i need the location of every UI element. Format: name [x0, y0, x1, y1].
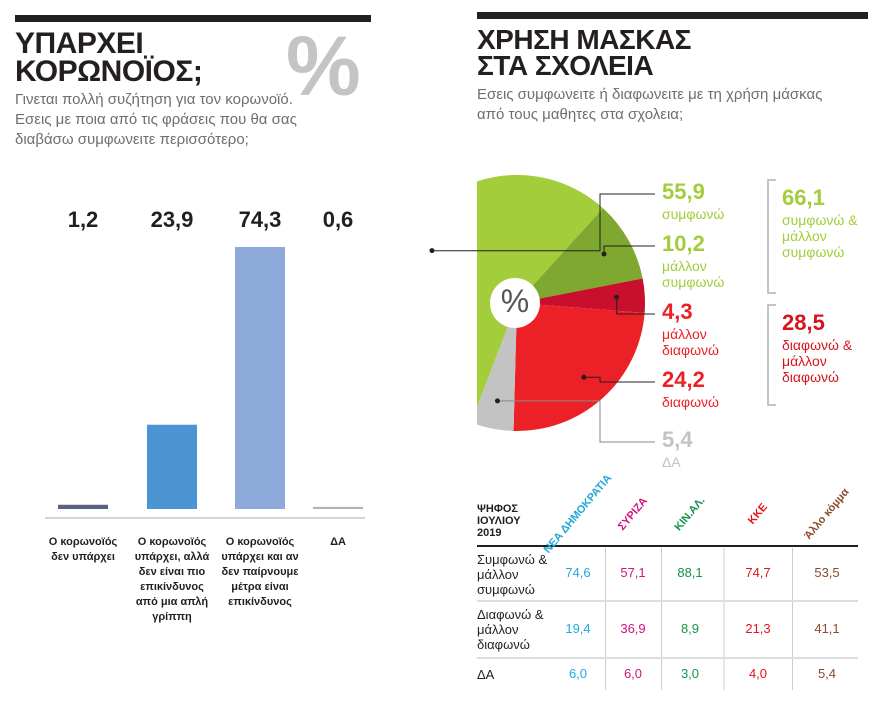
leader-dot — [601, 251, 607, 257]
legend-label: συμφωνώ — [662, 206, 725, 222]
leader-dot — [429, 248, 435, 254]
group-bracket — [767, 179, 776, 294]
leader-line — [497, 400, 655, 443]
leader-line — [583, 376, 655, 383]
center-label: % — [500, 283, 530, 319]
group-value: 28,5 — [782, 310, 825, 335]
cell: 6,0 — [623, 665, 643, 681]
cell: 41,1 — [814, 620, 840, 636]
chart-subtitle: Γινεται πολλή συζήτηση για τον κορωνοϊό.… — [15, 91, 297, 148]
cell: 6,0 — [568, 665, 588, 681]
x-tick-label: Ο κορωνοϊός υπάρχει και αν δεν παίρνουμε… — [221, 536, 299, 608]
cell: 4,0 — [748, 665, 768, 681]
group-value: 66,1 — [782, 185, 825, 210]
cell: 74,7 — [745, 565, 771, 580]
legend-value: 5,4 — [662, 427, 693, 452]
legend-label: διαφωνώ — [662, 394, 719, 410]
cell: 3,0 — [680, 665, 700, 681]
value-label: 0,6 — [322, 207, 354, 232]
bar — [147, 424, 197, 509]
top-rule — [15, 15, 371, 22]
cell: 36,9 — [620, 620, 646, 636]
cell: 57,1 — [620, 565, 646, 580]
leader-line — [616, 297, 655, 315]
chart-subtitle: Εσεις συμφωνειτε ή διαφωνειτε με τη χρήσ… — [477, 86, 823, 123]
pie-slice — [477, 175, 604, 408]
cell: 74,6 — [565, 565, 591, 580]
row-label: Συμφωνώ & μάλλον συμφωνώ — [477, 551, 548, 597]
bar — [58, 504, 108, 509]
cell: 53,5 — [814, 565, 840, 580]
row-label: ΔΑ — [477, 667, 495, 682]
value-label: 1,2 — [67, 207, 99, 232]
group-label: διαφωνώ & μάλλον διαφωνώ — [782, 337, 853, 385]
leader-line — [603, 245, 655, 254]
legend-label: ΔΑ — [662, 454, 681, 470]
legend-value: 10,2 — [662, 231, 705, 256]
pie-slice — [517, 208, 643, 303]
legend-value: 55,9 — [662, 179, 705, 204]
cell: 8,9 — [680, 620, 700, 636]
pie-slice — [517, 278, 646, 313]
pie — [477, 175, 646, 431]
bar — [313, 506, 363, 509]
x-tick-label: ΔΑ — [330, 536, 346, 548]
bar — [235, 247, 285, 509]
value-label: 23,9 — [150, 207, 194, 232]
legend-label: μάλλον συμφωνώ — [662, 258, 725, 290]
leader-dot — [581, 374, 587, 380]
row-label: Διαφωνώ & μάλλον διαφωνώ — [477, 607, 544, 652]
legend-value: 4,3 — [662, 299, 693, 324]
chart-title: ΥΠΑΡΧΕΙ ΚΟΡΩΝΟΪΟΣ; — [15, 27, 203, 88]
leader-dot — [614, 294, 620, 300]
pie-slice — [513, 303, 645, 431]
cell: 21,3 — [745, 620, 771, 636]
x-tick-label: Ο κορωνοϊός υπάρχει, αλλά δεν είναι πιο … — [134, 536, 210, 623]
table-title: ΨΗΦΟΣ ΙΟΥΛΙΟΥ 2019 — [477, 503, 521, 539]
legend-label: μάλλον διαφωνώ — [662, 326, 719, 358]
cell: 19,4 — [565, 620, 591, 636]
group-bracket — [767, 304, 776, 406]
x-tick-label: Ο κορωνοϊός δεν υπάρχει — [48, 536, 118, 563]
chart-title: ΧΡΗΣΗ ΜΑΣΚΑΣ ΣΤΑ ΣΧΟΛΕΙΑ — [477, 24, 691, 81]
badge: % — [286, 19, 361, 113]
value-label: 74,3 — [238, 207, 282, 232]
pie-slice — [477, 303, 517, 431]
top-rule — [477, 12, 868, 19]
legend-value: 24,2 — [662, 367, 705, 392]
cell: 5,4 — [817, 665, 837, 681]
leader-line — [432, 193, 655, 252]
center-disc — [490, 278, 540, 328]
cell: 88,1 — [677, 565, 703, 580]
leader-dot — [494, 398, 500, 404]
group-label: συμφωνώ & μάλλον συμφωνώ — [782, 212, 858, 260]
